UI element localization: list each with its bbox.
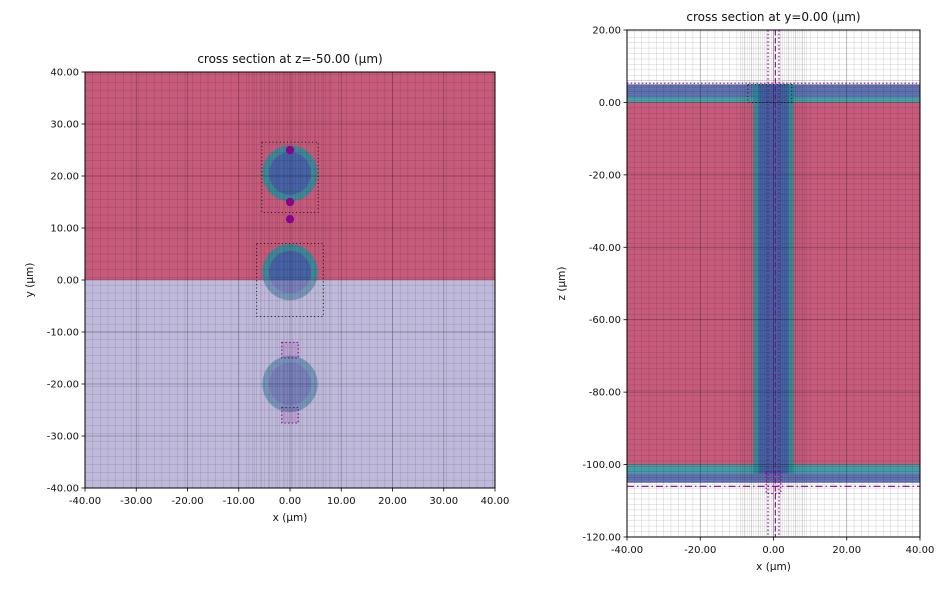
y-tick-label: -60.00 — [589, 315, 621, 326]
x-tick-label: 0.00 — [279, 496, 301, 507]
x-tick-label: 0.00 — [762, 545, 784, 556]
y-tick-label: -120.00 — [582, 533, 621, 544]
bottom-slab-core — [627, 473, 920, 483]
x-tick-label: -40.00 — [611, 545, 643, 556]
mesh-grid — [627, 30, 920, 537]
y-tick-label: -30.00 — [47, 432, 79, 443]
x-tick-label: 10.00 — [327, 496, 356, 507]
y-axis-label: z (μm) — [556, 267, 568, 301]
major-grid — [85, 72, 495, 488]
monitor-box-upper — [281, 341, 299, 359]
y-tick-label: -40.00 — [47, 484, 79, 495]
y-tick-label: -80.00 — [589, 388, 621, 399]
x-tick-label: -40.00 — [69, 496, 101, 507]
y-tick-label: 20.00 — [592, 26, 621, 37]
x-tick-label: 20.00 — [378, 496, 407, 507]
monitor-point-mid — [285, 197, 295, 207]
cross-section-chart-left: -40.00 -30.00 -20.00 -10.00 0.00 10.00 20.00 30… — [24, 52, 509, 524]
y-axis-label: y (μm) — [24, 263, 36, 298]
monitor-box-bottom — [765, 471, 782, 495]
fiber-top-core — [268, 152, 312, 195]
x-tick-label: -10.00 — [223, 496, 255, 507]
structure-bounds-column — [747, 83, 793, 103]
structures-layer — [627, 84, 920, 483]
y-tick-label: -10.00 — [47, 328, 79, 339]
y-tick-label: -40.00 — [589, 243, 621, 254]
x-axis-label: x (μm) — [756, 561, 791, 573]
structure-bounds-mid — [256, 243, 324, 317]
y-tick-label: 30.00 — [50, 120, 79, 131]
monitor-point-top — [285, 145, 295, 155]
y-tick-label: 0.00 — [599, 98, 621, 109]
axis-ticks: -40.00 -20.00 0.00 20.00 40.00 20.00 0.00 -20.0… — [582, 26, 934, 557]
y-tick-label: 10.00 — [50, 224, 79, 235]
x-tick-label: 30.00 — [429, 496, 458, 507]
x-tick-label: 40.00 — [906, 545, 935, 556]
overlays-layer — [256, 141, 324, 424]
major-grid — [627, 30, 920, 537]
cross-section-chart-right: -40.00 -20.00 0.00 20.00 40.00 20.00 0.00 -20.0… — [556, 10, 934, 573]
x-tick-label: 40.00 — [481, 496, 510, 507]
monitor-box-lower — [281, 406, 299, 424]
overlays-layer — [627, 30, 920, 537]
y-tick-label: 40.00 — [50, 68, 79, 79]
y-tick-label: -20.00 — [47, 380, 79, 391]
x-tick-label: 20.00 — [832, 545, 861, 556]
y-tick-label: -20.00 — [589, 170, 621, 181]
chart-title: cross section at y=0.00 (μm) — [686, 10, 860, 24]
y-tick-label: -100.00 — [582, 460, 621, 471]
lower-medium-region — [85, 280, 495, 488]
mesh-grid — [85, 72, 495, 488]
x-tick-label: -30.00 — [120, 496, 152, 507]
x-axis-label: x (μm) — [273, 512, 308, 524]
fiber-column-core — [758, 84, 789, 474]
x-tick-label: -20.00 — [171, 496, 203, 507]
monitor-point-bottom — [285, 215, 295, 224]
structures-layer — [85, 72, 495, 488]
y-tick-label: 0.00 — [57, 276, 79, 287]
axis-ticks: -40.00 -30.00 -20.00 -10.00 0.00 10.00 20.00 30… — [47, 68, 510, 508]
x-tick-label: -20.00 — [684, 545, 716, 556]
y-tick-label: 20.00 — [50, 172, 79, 183]
chart-title: cross section at z=-50.00 (μm) — [197, 52, 382, 66]
